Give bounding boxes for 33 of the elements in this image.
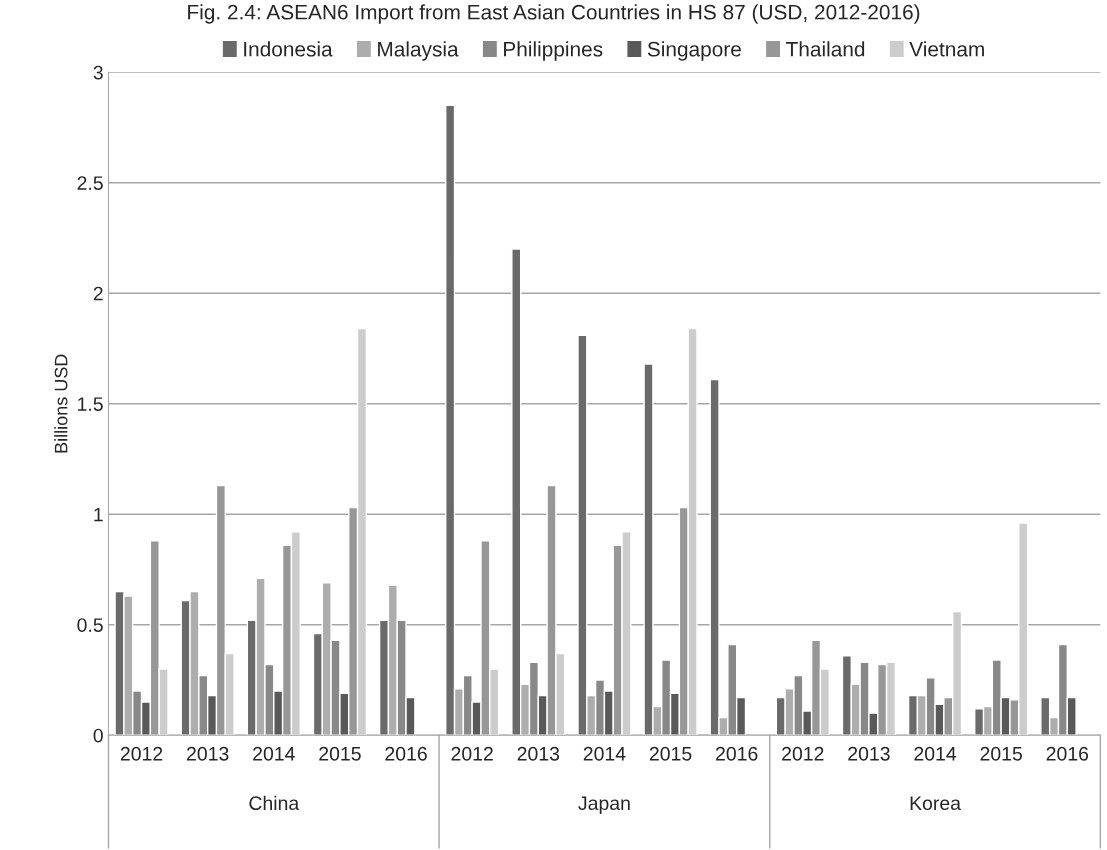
text: Korea <box>910 796 961 811</box>
text: China <box>249 795 300 811</box>
legend-label: Singapore <box>647 41 741 61</box>
x-tick-label: 2012 <box>451 746 493 761</box>
x-tick-label: 2013 <box>848 746 890 761</box>
x-tick-label: 2014 <box>914 746 957 761</box>
x-tick-label: 2016 <box>1046 746 1089 761</box>
chart-title: Fig. 2.4: ASEAN6 Import from East Asian Countries in HS 87 (USD, 2012-2016) <box>188 4 920 24</box>
x-tick-label: 2013 <box>517 746 560 761</box>
x-tick-label: 2012 <box>120 746 163 761</box>
y-tick-label: 2.5 <box>77 176 103 190</box>
x-tick-label: 2014 <box>253 746 295 761</box>
y-tick-label: 1.5 <box>78 397 103 411</box>
text: Japan <box>578 796 630 814</box>
x-tick-label: 2015 <box>319 746 361 761</box>
legend-label: Indonesia <box>244 41 333 57</box>
y-axis-title: Billions USD <box>54 354 68 453</box>
y-tick-label: 3 <box>93 65 103 80</box>
x-tick-label: 2014 <box>583 746 626 761</box>
legend-label: Philippines <box>504 41 603 61</box>
x-tick-label: 2013 <box>187 746 229 761</box>
y-tick-label: 1 <box>94 507 103 522</box>
legend-label: Vietnam <box>909 41 984 57</box>
x-tick-label: 2015 <box>980 746 1022 761</box>
legend-label: Malaysia <box>378 41 459 61</box>
x-tick-label: 2015 <box>649 746 692 761</box>
x-tick-label: 2012 <box>782 746 824 761</box>
x-tick-label: 2016 <box>716 746 758 761</box>
y-tick-label: 0.5 <box>77 618 103 632</box>
legend-label: Thailand <box>786 41 865 57</box>
y-tick-label: 0 <box>93 728 103 743</box>
x-tick-label: 2016 <box>385 746 427 761</box>
y-tick-label: 2 <box>93 286 103 301</box>
